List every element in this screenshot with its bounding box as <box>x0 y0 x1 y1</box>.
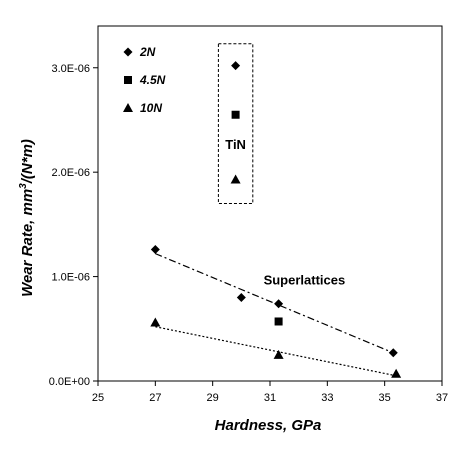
plot-area: 25 27 29 31 33 35 37 0.0E+00 1.0E-06 2.0E-06 3.0E-… <box>49 25 448 404</box>
annotation-label: Superlattices <box>264 273 346 288</box>
data-point-square <box>274 317 283 326</box>
data-point-square <box>231 110 240 119</box>
legend-label: 4.5N <box>139 73 166 87</box>
data-point-diamond <box>231 61 241 71</box>
x-tick-label: 29 <box>207 392 219 404</box>
legend-label: 2N <box>139 45 156 59</box>
data-point-diamond <box>236 292 246 302</box>
trendline-10N <box>155 326 397 377</box>
trendline-2N <box>155 253 394 354</box>
x-tick-label: 33 <box>321 392 333 404</box>
data-point-diamond <box>150 244 160 254</box>
y-tick-label: 1.0E-06 <box>51 272 90 284</box>
x-tick-label: 31 <box>264 392 276 404</box>
data-point-triangle <box>230 174 241 184</box>
y-axis-title-tail: /(N*m) <box>19 139 36 184</box>
x-tick-label: 37 <box>436 392 448 404</box>
data-point-triangle <box>150 317 161 327</box>
tin-group-box <box>217 43 254 204</box>
x-tick-label: 35 <box>379 392 391 404</box>
legend-marker-square <box>124 76 132 84</box>
y-tick-label: 0.0E+00 <box>49 376 90 388</box>
legend-marker-diamond <box>123 47 133 57</box>
x-axis-title: Hardness, GPa <box>215 417 322 434</box>
y-tick-label: 3.0E-06 <box>51 63 90 75</box>
data-point-diamond <box>274 299 284 309</box>
data-point-triangle <box>273 349 284 359</box>
legend-label: 10N <box>140 101 162 115</box>
x-tick-label: 27 <box>149 392 161 404</box>
y-axis-title: Wear Rate, mm3/(N*m) <box>18 139 36 297</box>
y-axis-title-superscript: 3 <box>18 183 29 189</box>
x-tick-label: 25 <box>92 392 104 404</box>
data-point-triangle <box>391 368 402 378</box>
annotation-label: TiN <box>225 137 246 152</box>
data-point-diamond <box>388 348 398 358</box>
y-axis-title-main: Wear Rate, mm <box>19 189 36 297</box>
y-tick-label: 2.0E-06 <box>51 167 90 179</box>
legend-marker-triangle <box>123 103 133 112</box>
